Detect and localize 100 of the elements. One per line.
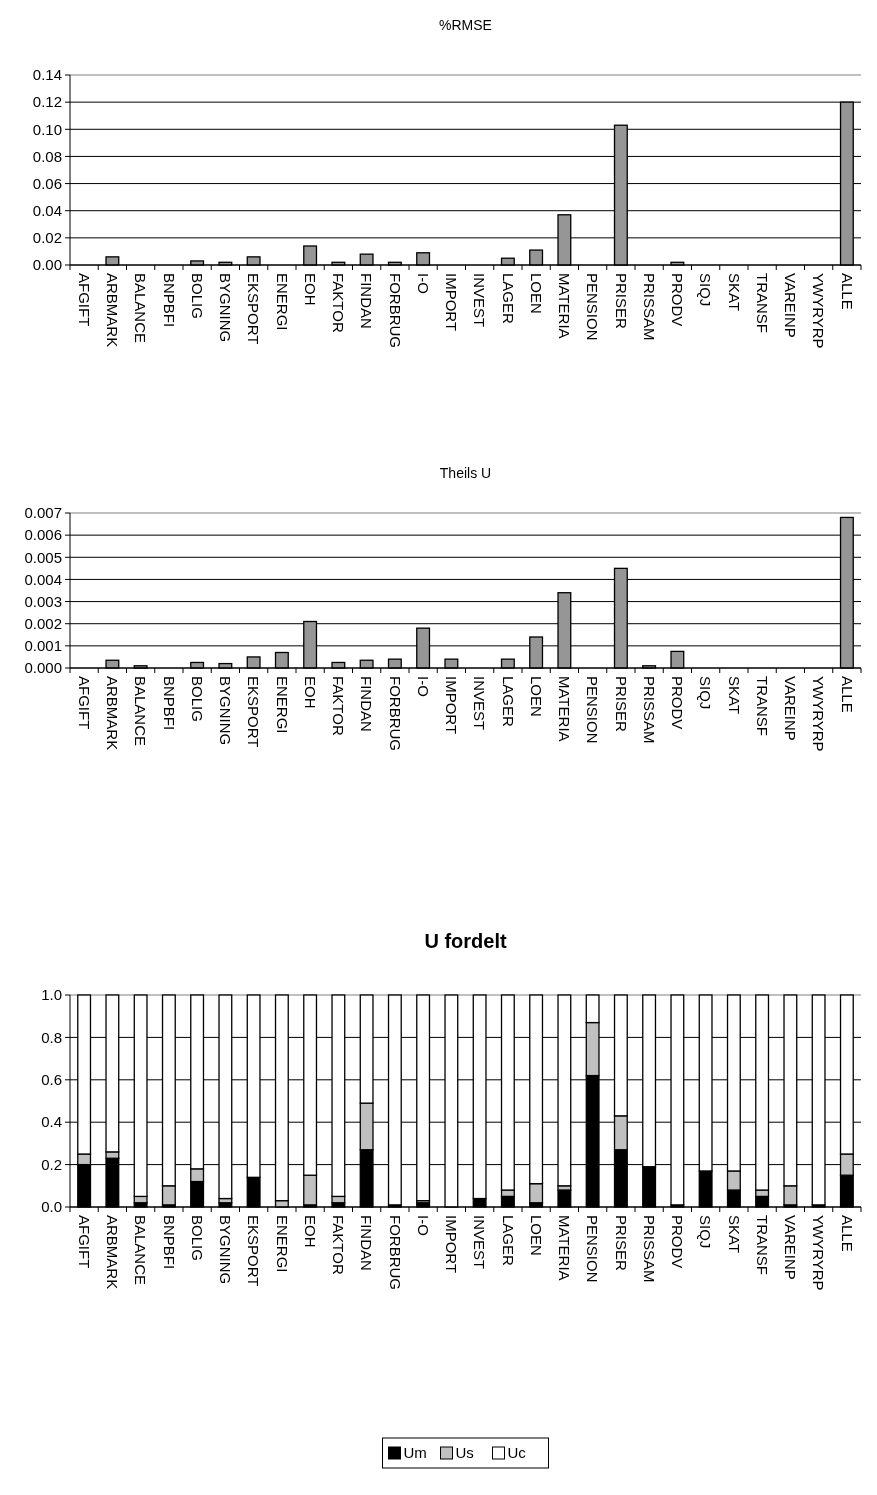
x-tick-label: IMPORT — [443, 676, 461, 735]
x-tick-label: LOEN — [527, 1215, 545, 1256]
x-tick-label: EOH — [301, 1215, 319, 1248]
x-tick-label: PENSION — [584, 273, 602, 341]
x-tick-label: BYGNING — [217, 1215, 235, 1285]
x-tick-label: AFGIFT — [75, 676, 93, 730]
x-tick-label: FAKTOR — [330, 676, 348, 736]
x-tick-label: LAGER — [499, 1215, 517, 1267]
x-tick-label: INVEST — [471, 273, 489, 328]
chart-title: Theils U — [439, 465, 492, 481]
y-tick-label: 0.006 — [24, 526, 62, 544]
x-tick-label: ENERGI — [273, 676, 291, 734]
x-tick-label: I-O — [414, 1215, 432, 1236]
y-tick-label: 0.14 — [32, 66, 62, 84]
y-tick-label: 0.2 — [41, 1155, 62, 1173]
x-tick-label: IMPORT — [443, 273, 461, 332]
y-tick-label: 0.003 — [24, 592, 62, 610]
x-tick-label: I-O — [414, 273, 432, 294]
x-tick-label: FORBRUG — [386, 676, 404, 751]
x-tick-label: PENSION — [584, 676, 602, 744]
y-tick-label: 0.04 — [32, 201, 62, 219]
x-tick-label: LOEN — [527, 273, 545, 314]
x-tick-label: BOLIG — [188, 1215, 206, 1261]
x-tick-label: SKAT — [725, 676, 743, 715]
x-tick-label: MATERIA — [556, 1215, 574, 1281]
y-tick-label: 0.000 — [24, 659, 62, 677]
x-tick-label: ENERGI — [273, 1215, 291, 1273]
x-tick-label: PRISSAM — [640, 676, 658, 744]
x-tick-label: VAREINP — [782, 1215, 800, 1280]
y-tick-label: 0.00 — [32, 256, 62, 274]
x-tick-label: SIQJ — [697, 273, 715, 307]
x-tick-label: SKAT — [725, 273, 743, 312]
x-tick-label: BOLIG — [188, 676, 206, 722]
y-tick-label: 0.4 — [41, 1113, 62, 1131]
y-tick-label: 0.001 — [24, 637, 62, 655]
x-tick-label: ALLE — [838, 676, 856, 713]
legend-label: Us — [455, 1444, 474, 1462]
x-tick-label: LAGER — [499, 273, 517, 325]
x-tick-label: MATERIA — [556, 273, 574, 339]
x-tick-label: TRANSF — [753, 273, 771, 333]
x-tick-label: INVEST — [471, 1215, 489, 1270]
x-tick-label: PRISER — [612, 1215, 630, 1272]
x-tick-label: BNPBFI — [160, 273, 178, 328]
chart-title: %RMSE — [439, 17, 492, 33]
x-tick-label: VAREINP — [782, 676, 800, 741]
x-tick-label: PRODV — [669, 676, 687, 730]
x-tick-label: LAGER — [499, 676, 517, 728]
y-tick-label: 0.6 — [41, 1071, 62, 1089]
x-tick-label: ARBMARK — [104, 1215, 122, 1290]
x-tick-label: PENSION — [584, 1215, 602, 1283]
x-tick-label: FINDAN — [358, 676, 376, 732]
x-tick-label: SIQJ — [697, 676, 715, 710]
y-tick-label: 0.002 — [24, 614, 62, 632]
x-tick-label: ENERGI — [273, 273, 291, 331]
x-tick-label: EOH — [301, 273, 319, 306]
x-tick-label: PRISER — [612, 273, 630, 330]
x-tick-label: PRODV — [669, 273, 687, 327]
x-tick-label: FAKTOR — [330, 273, 348, 333]
x-tick-label: BYGNING — [217, 676, 235, 746]
x-tick-label: LOEN — [527, 676, 545, 717]
y-tick-label: 0.007 — [24, 504, 62, 522]
x-tick-label: FORBRUG — [386, 1215, 404, 1290]
x-tick-label: BALANCE — [132, 1215, 150, 1286]
x-tick-label: YWYRYRP — [810, 273, 828, 349]
legend-label: Um — [403, 1444, 427, 1462]
legend-label: Uc — [507, 1444, 527, 1462]
x-tick-label: BYGNING — [217, 273, 235, 343]
x-tick-label: INVEST — [471, 676, 489, 731]
chart-title: U fordelt — [424, 930, 507, 952]
x-tick-label: PRISSAM — [640, 273, 658, 341]
x-tick-label: EKSPORT — [245, 676, 263, 748]
x-tick-label: FAKTOR — [330, 1215, 348, 1275]
y-tick-label: 0.02 — [32, 229, 62, 247]
x-tick-label: PRISSAM — [640, 1215, 658, 1283]
x-tick-label: BNPBFI — [160, 1215, 178, 1270]
x-tick-label: TRANSF — [753, 676, 771, 736]
y-tick-label: 0.005 — [24, 548, 62, 566]
x-tick-label: AFGIFT — [75, 1215, 93, 1269]
y-tick-label: 0.10 — [32, 120, 62, 138]
x-tick-label: ARBMARK — [104, 676, 122, 751]
x-tick-label: EKSPORT — [245, 273, 263, 345]
x-tick-label: SKAT — [725, 1215, 743, 1254]
y-tick-label: 0.06 — [32, 174, 62, 192]
x-tick-label: VAREINP — [782, 273, 800, 338]
x-tick-label: AFGIFT — [75, 273, 93, 327]
x-tick-label: BOLIG — [188, 273, 206, 319]
x-tick-label: FINDAN — [358, 273, 376, 329]
x-tick-label: BNPBFI — [160, 676, 178, 731]
x-tick-label: IMPORT — [443, 1215, 461, 1274]
x-tick-label: PRODV — [669, 1215, 687, 1269]
x-tick-label: EOH — [301, 676, 319, 709]
x-tick-label: FINDAN — [358, 1215, 376, 1271]
x-tick-label: I-O — [414, 676, 432, 697]
x-tick-label: ARBMARK — [104, 273, 122, 348]
x-tick-label: MATERIA — [556, 676, 574, 742]
x-tick-label: EKSPORT — [245, 1215, 263, 1287]
y-tick-label: 0.08 — [32, 147, 62, 165]
x-tick-label: YWYRYRP — [810, 1215, 828, 1291]
x-tick-label: ALLE — [838, 273, 856, 310]
x-tick-label: BALANCE — [132, 676, 150, 747]
